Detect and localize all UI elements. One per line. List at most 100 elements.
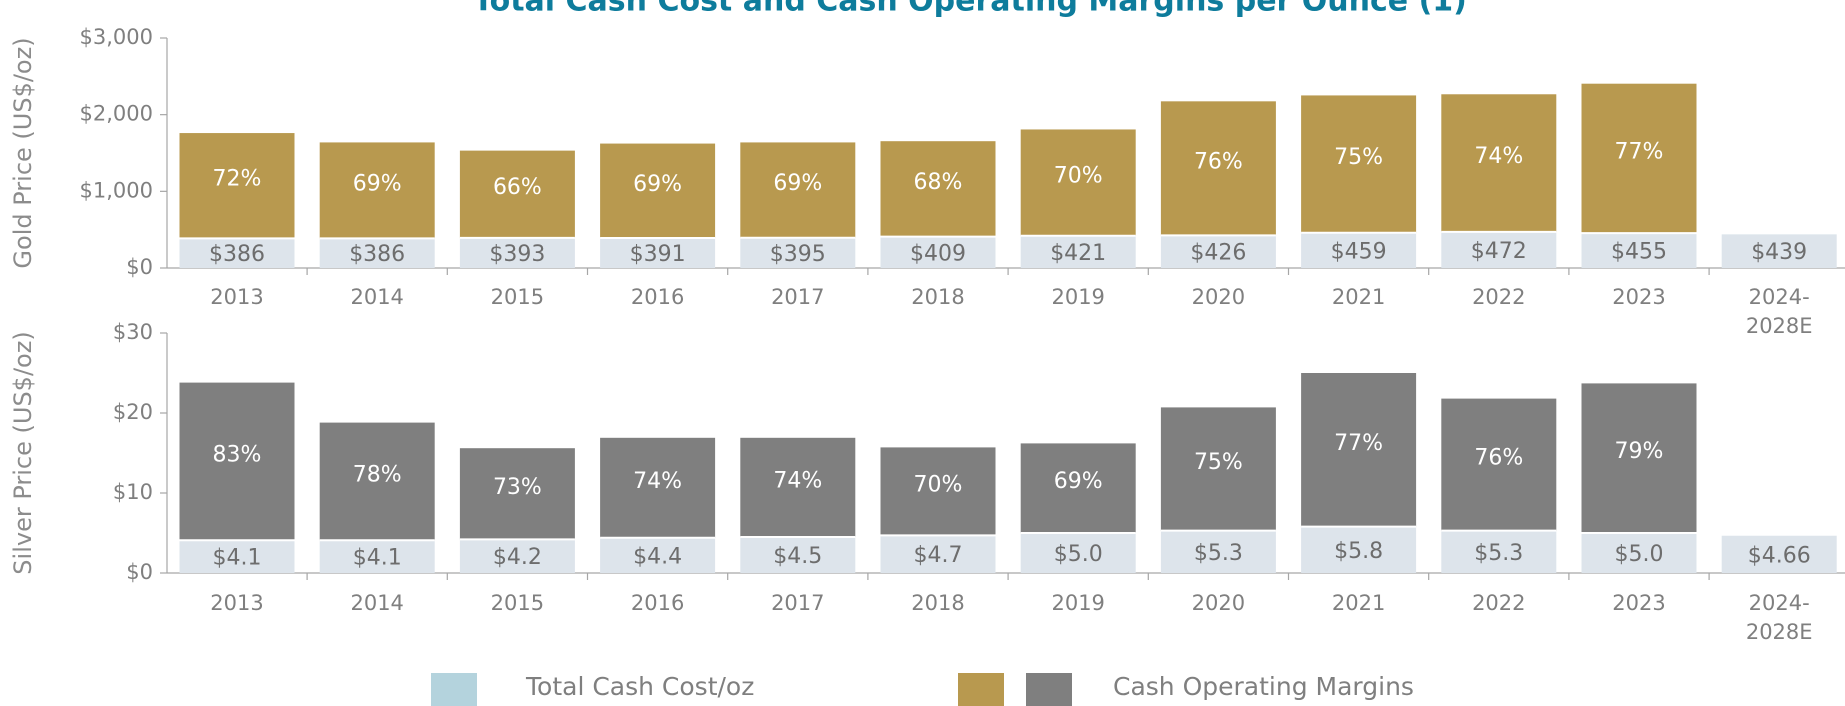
- bar-segment: [459, 539, 575, 573]
- x-tick-label: 2017: [771, 591, 824, 615]
- margin-label: 69%: [353, 171, 402, 196]
- x-tick-label: 2023: [1612, 591, 1665, 615]
- bar-segment: [179, 382, 295, 541]
- legend-label: Cash Operating Margins: [1113, 672, 1414, 701]
- y-tick-label: $0: [126, 560, 153, 584]
- margin-label: 76%: [1194, 149, 1243, 174]
- x-tick-label-line: 2024-: [1749, 591, 1810, 615]
- bar-segment: [1160, 235, 1276, 268]
- bar-segment: [1441, 530, 1557, 573]
- x-tick-label: 2016: [631, 285, 684, 309]
- x-tick-label: 2019: [1051, 591, 1104, 615]
- margin-label: 74%: [633, 469, 682, 494]
- cost-label: $4.2: [493, 545, 542, 570]
- x-tick-label: 2022: [1472, 285, 1525, 309]
- bar-segment: [600, 437, 716, 538]
- margin-label: 74%: [1474, 144, 1523, 169]
- x-tick-label: 2024- 2028E: [1746, 591, 1813, 644]
- cost-label: $5.3: [1474, 541, 1523, 566]
- bar-segment: [1020, 533, 1136, 573]
- margin-label: 78%: [353, 462, 402, 487]
- cost-label: $4.7: [914, 543, 963, 568]
- x-tick-label: 2021: [1332, 285, 1385, 309]
- legend-label: Total Cash Cost/oz: [525, 672, 754, 701]
- bar-segment: [179, 238, 295, 268]
- y-tick-label: $3,000: [80, 25, 153, 49]
- bar-segment: [1020, 443, 1136, 533]
- bar-segment: [1020, 235, 1136, 268]
- x-tick-label: 2020: [1192, 591, 1245, 615]
- cost-label: $4.5: [773, 544, 822, 569]
- margin-label: 69%: [633, 172, 682, 197]
- margin-label: 66%: [493, 175, 542, 200]
- x-tick-label: 2018: [911, 591, 964, 615]
- cost-label: $4.1: [213, 546, 262, 571]
- y-tick-label: $10: [113, 480, 153, 504]
- bar-segment: [740, 237, 856, 268]
- bar-segment: [459, 237, 575, 268]
- bar-segment: [600, 238, 716, 268]
- cost-label: $421: [1050, 241, 1106, 266]
- y-tick-label: $20: [113, 400, 153, 424]
- bar-segment: [319, 422, 435, 541]
- x-tick-label: 2022: [1472, 591, 1525, 615]
- bar-segment: [1581, 383, 1697, 533]
- bar-segment: [179, 133, 295, 239]
- bar-segment: [459, 150, 575, 238]
- bar-segment: [1160, 530, 1276, 573]
- cost-label: $5.0: [1615, 542, 1664, 567]
- bar-segment: [1441, 398, 1557, 531]
- bar-segment: [1301, 95, 1417, 233]
- cost-label: $393: [489, 242, 545, 267]
- margin-label: 69%: [1054, 469, 1103, 494]
- bar-segment: [880, 535, 996, 573]
- bar-segment: [600, 537, 716, 573]
- cost-label: $386: [349, 242, 405, 267]
- legend-swatch: [431, 673, 477, 706]
- margin-label: 74%: [773, 468, 822, 493]
- x-tick-label: 2020: [1192, 285, 1245, 309]
- bar-segment: [600, 143, 716, 239]
- bar-segment: [880, 141, 996, 237]
- y-tick-label: $30: [113, 320, 153, 344]
- margin-label: 77%: [1334, 431, 1383, 456]
- margin-label: 68%: [914, 170, 963, 195]
- bar-segment: [740, 537, 856, 573]
- cost-label: $472: [1471, 239, 1527, 264]
- bar-segment: [1301, 526, 1417, 573]
- x-tick-label: 2014: [350, 591, 403, 615]
- margin-label: 70%: [1054, 164, 1103, 189]
- bar-segment: [1721, 234, 1837, 268]
- cost-label: $455: [1611, 240, 1667, 265]
- bar-segment: [319, 238, 435, 268]
- cost-label: $409: [910, 241, 966, 266]
- margin-label: 79%: [1615, 439, 1664, 464]
- margin-label: 75%: [1334, 145, 1383, 170]
- bar-segment: [459, 448, 575, 540]
- x-tick-label: 2016: [631, 591, 684, 615]
- cost-label: $459: [1331, 239, 1387, 264]
- bar-segment: [1721, 535, 1837, 573]
- legend-swatch: [958, 673, 1004, 706]
- bar-segment: [880, 447, 996, 536]
- y-tick-label: $2,000: [80, 102, 153, 126]
- y-axis-label: Gold Price (US$/oz): [9, 37, 37, 268]
- bar-segment: [1301, 373, 1417, 527]
- cost-label: $426: [1190, 241, 1246, 266]
- margin-label: 72%: [213, 167, 262, 192]
- bar-segment: [319, 540, 435, 573]
- y-axis-label: Silver Price (US$/oz): [9, 331, 37, 574]
- margin-label: 77%: [1615, 139, 1664, 164]
- cost-label: $5.8: [1334, 539, 1383, 564]
- bar-segment: [179, 540, 295, 573]
- margin-label: 70%: [914, 472, 963, 497]
- margin-label: 73%: [493, 475, 542, 500]
- x-tick-label: 2018: [911, 285, 964, 309]
- x-tick-label: 2014: [350, 285, 403, 309]
- cost-label: $391: [630, 242, 686, 267]
- cost-label: $439: [1751, 240, 1807, 265]
- bar-segment: [1160, 407, 1276, 531]
- cost-label: $4.66: [1748, 543, 1811, 568]
- cost-label: $5.3: [1194, 541, 1243, 566]
- bar-segment: [1581, 233, 1697, 268]
